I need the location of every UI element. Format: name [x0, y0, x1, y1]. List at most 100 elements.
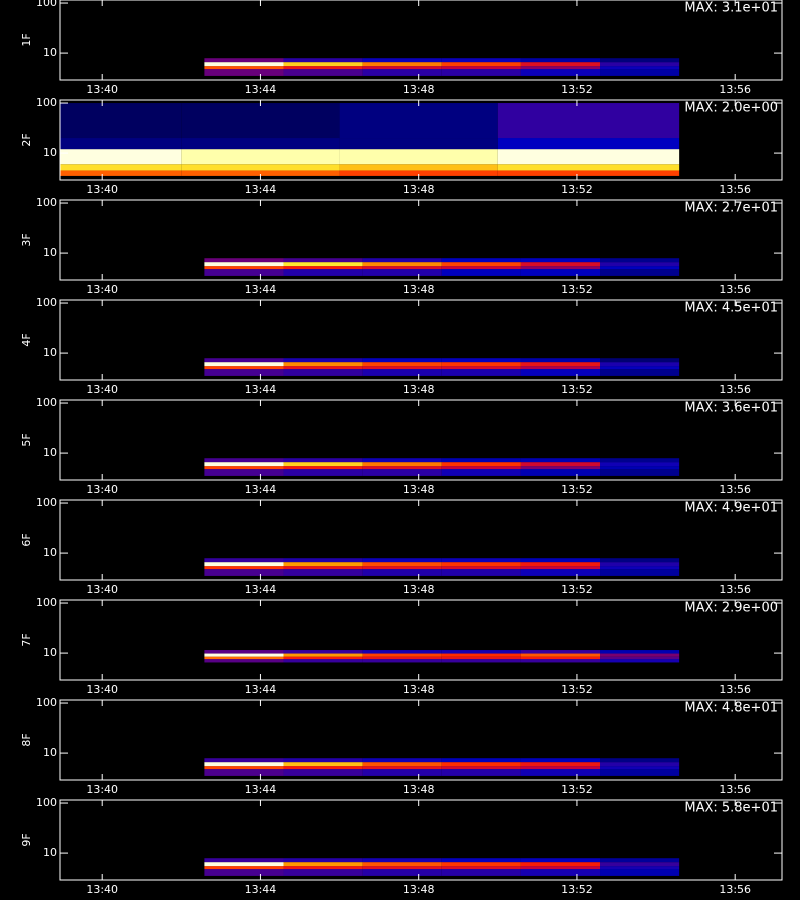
heatmap-cell	[362, 458, 442, 463]
heatmap-cell	[520, 69, 601, 76]
y-tick-label: 100	[36, 396, 57, 409]
y-axis-label: 1F	[20, 33, 33, 46]
heatmap-cell	[60, 103, 182, 139]
heatmap-cell	[520, 766, 601, 770]
y-axis-label: 2F	[20, 133, 33, 146]
heatmap-cell	[339, 149, 498, 165]
heatmap-cell	[600, 558, 680, 563]
y-tick-label: 100	[36, 96, 57, 109]
heatmap-cell	[600, 262, 680, 267]
heatmap-cell	[204, 466, 284, 470]
panel: 13:40 13:44 13:48 13:52 13:56 10 100 1F MAX: 3.1…	[20, 0, 783, 96]
heatmap-cell	[441, 659, 521, 663]
heatmap-cell	[283, 569, 363, 576]
y-tick-label: 10	[43, 546, 57, 559]
heatmap-cell	[441, 869, 521, 876]
heatmap-cell	[362, 358, 442, 363]
heatmap-cell	[441, 858, 521, 863]
x-tick-label: 13:40	[86, 683, 118, 696]
x-tick-label: 13:56	[719, 83, 751, 96]
plot-frame	[59, 299, 783, 381]
heatmap-cell	[441, 562, 521, 567]
heatmap-cell	[362, 69, 442, 76]
y-axis-label: 4F	[20, 333, 33, 346]
heatmap-cell	[520, 659, 601, 663]
y-tick-label: 100	[36, 596, 57, 609]
x-tick-label: 13:48	[403, 783, 435, 796]
heatmap-cell	[600, 258, 680, 263]
heatmap-cell	[204, 862, 284, 867]
heatmap-cell	[362, 766, 442, 770]
x-tick-label: 13:44	[245, 883, 277, 896]
heatmap-cell	[60, 170, 182, 176]
heatmap-cell	[283, 366, 363, 370]
x-tick-label: 13:56	[719, 183, 751, 196]
max-label: MAX: 3.1e+01	[684, 1, 778, 16]
heatmap-cell	[362, 656, 442, 660]
heatmap-cell	[283, 766, 363, 770]
heatmap-cell	[441, 558, 521, 563]
y-axis-label: 6F	[20, 533, 33, 546]
panel: 13:40 13:44 13:48 13:52 13:56 10 100 9F MAX: 5.8…	[20, 796, 783, 896]
x-tick-label: 13:44	[245, 83, 277, 96]
heatmap-cell	[204, 558, 284, 563]
heatmap-cell	[283, 462, 363, 467]
heatmap-cell	[204, 769, 284, 776]
heatmap-cell	[283, 653, 363, 657]
heatmap-cell	[362, 653, 442, 657]
heatmap-cell	[600, 469, 680, 476]
x-tick-label: 13:48	[403, 183, 435, 196]
heatmap-cell	[283, 866, 363, 870]
heatmap-cell	[204, 462, 284, 467]
heatmap-cell	[362, 862, 442, 867]
heatmap-cell	[520, 369, 601, 376]
heatmap-cell	[362, 369, 442, 376]
plot-frame	[59, 499, 783, 581]
heatmap-cell	[520, 269, 601, 276]
heatmap-cell	[520, 66, 601, 70]
heatmap-cell	[600, 653, 680, 657]
heatmap-cell	[181, 164, 340, 171]
heatmap-cell	[520, 262, 601, 267]
heatmap-cell	[60, 164, 182, 171]
heatmap-cell	[362, 62, 442, 67]
heatmap-cell	[283, 466, 363, 470]
heatmap-cell	[600, 569, 680, 576]
x-tick-label: 13:44	[245, 283, 277, 296]
panel: 13:40 13:44 13:48 13:52 13:56 10 100 5F MAX: 3.6…	[20, 396, 783, 496]
heatmap-cell	[441, 766, 521, 770]
x-tick-label: 13:52	[561, 83, 593, 96]
y-tick-label: 100	[36, 696, 57, 709]
heatmap-cell	[600, 266, 680, 270]
heatmap-cell	[362, 858, 442, 863]
heatmap-cell	[600, 758, 680, 763]
heatmap-cell	[497, 138, 680, 150]
heatmap-cell	[520, 366, 601, 370]
y-tick-label: 10	[43, 46, 57, 59]
heatmap-cell	[204, 269, 284, 276]
x-tick-label: 13:56	[719, 783, 751, 796]
heatmap-cell	[204, 659, 284, 663]
heatmap-cell	[181, 103, 340, 139]
plot-frame	[59, 99, 783, 181]
panel: 13:40 13:44 13:48 13:52 13:56 10 100 4F MAX: 4.5…	[20, 296, 783, 396]
heatmap-cell	[600, 862, 680, 867]
heatmap-cell	[441, 369, 521, 376]
heatmap-cell	[204, 358, 284, 363]
heatmap-cell	[441, 566, 521, 570]
heatmap-cell	[520, 362, 601, 367]
heatmap-cell	[283, 269, 363, 276]
heatmap-cell	[600, 562, 680, 567]
heatmap-cell	[600, 358, 680, 363]
x-tick-label: 13:56	[719, 683, 751, 696]
plot-frame	[59, 799, 783, 881]
heatmap-cell	[520, 858, 601, 863]
heatmap-cell	[204, 869, 284, 876]
plot-frame	[59, 599, 783, 681]
x-tick-label: 13:44	[245, 183, 277, 196]
heatmap-cell	[362, 569, 442, 576]
heatmap-cell	[520, 266, 601, 270]
heatmap-cell	[600, 366, 680, 370]
y-tick-label: 10	[43, 346, 57, 359]
heatmap-cell	[339, 170, 498, 176]
